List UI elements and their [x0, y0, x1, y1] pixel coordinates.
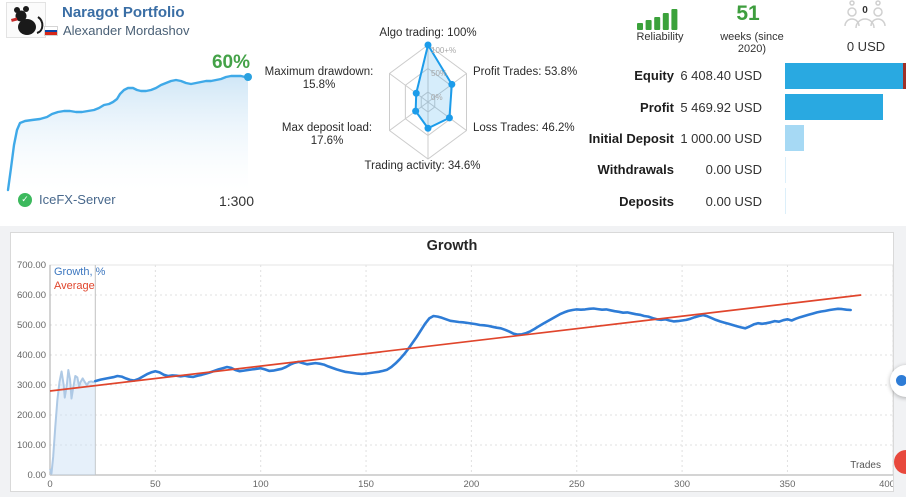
legend-average: Average: [54, 279, 95, 292]
stat-row-profit: Profit 5 469.92 USD: [560, 91, 906, 122]
stat-row-withdrawals: Withdrawals 0.00 USD: [560, 154, 906, 185]
stat-row-deposits: Deposits 0.00 USD: [560, 186, 906, 217]
profit-bar: [785, 94, 883, 121]
radar-chart: 100+% 50% 0%: [350, 38, 510, 173]
radar-label-loss-trades: Loss Trades: 46.2%: [473, 122, 575, 134]
svg-text:600.00: 600.00: [17, 290, 46, 301]
stat-label: Initial Deposit: [588, 130, 674, 146]
stat-row-initial-deposit: Initial Deposit 1 000.00 USD: [560, 123, 906, 154]
author-name[interactable]: Alexander Mordashov: [63, 23, 190, 38]
rat-avatar-image: [11, 6, 44, 35]
reliability-bars-icon: [637, 8, 681, 30]
verified-check-icon: ✓: [18, 192, 32, 207]
svg-text:300.00: 300.00: [17, 380, 46, 391]
stat-value: 5 469.92 USD: [680, 99, 762, 115]
signal-title[interactable]: Naragot Portfolio: [62, 4, 185, 21]
stat-label: Equity: [634, 68, 674, 84]
stat-value: 1 000.00 USD: [680, 130, 762, 146]
chart-legend: Growth, % Average: [54, 266, 105, 293]
equity-bar: [785, 62, 906, 89]
weeks-value: 51: [736, 2, 760, 25]
investors-amount: 0 USD: [846, 39, 886, 54]
growth-percent: 60%: [211, 52, 250, 73]
stat-label: Profit: [640, 99, 674, 115]
initial-deposit-bar: [785, 125, 804, 152]
radar-label-algo-trading: Algo trading: 100%: [379, 27, 477, 39]
server-name: IceFX-Server: [39, 192, 116, 207]
stat-value: 6 408.40 USD: [680, 68, 762, 84]
growth-sparkline: [0, 55, 262, 195]
svg-text:100: 100: [253, 479, 269, 490]
stat-row-equity: Equity 6 408.40 USD: [560, 60, 906, 91]
radar-label-maximum-drawdown: Maximum drawdown: 15.8%: [264, 66, 374, 91]
floating-alert-button[interactable]: [894, 450, 906, 474]
svg-text:150: 150: [358, 479, 374, 490]
svg-text:300: 300: [674, 479, 690, 490]
growth-section: Growth 0.00 100.00 200.00 300.00 400.00 500.0…: [0, 226, 906, 497]
legend-growth: Growth, %: [54, 266, 106, 278]
svg-text:200: 200: [463, 479, 479, 490]
server-row: ✓ IceFX-Server: [18, 192, 116, 207]
svg-text:250: 250: [569, 479, 585, 490]
svg-text:0: 0: [47, 479, 52, 490]
stat-label: Deposits: [619, 193, 674, 209]
svg-text:350: 350: [780, 479, 796, 490]
radar-label-max-deposit-load: Max deposit load: 17.6%: [281, 122, 373, 147]
svg-text:700.00: 700.00: [17, 260, 46, 271]
svg-text:200.00: 200.00: [17, 410, 46, 421]
svg-text:0: 0: [862, 5, 868, 16]
chart-title: Growth: [426, 238, 478, 254]
withdrawals-bar: [785, 156, 787, 183]
widget-icon: [896, 375, 906, 386]
growth-plot: 0.00 100.00 200.00 300.00 400.00 500.00 600.00…: [11, 233, 895, 491]
svg-text:400: 400: [879, 479, 893, 490]
svg-text:0%: 0%: [431, 93, 443, 102]
x-axis-title: Trades: [850, 460, 881, 471]
svg-text:50%: 50%: [431, 69, 447, 78]
svg-text:400.00: 400.00: [17, 350, 46, 361]
stat-value: 0.00 USD: [705, 162, 762, 178]
svg-text:100+%: 100+%: [431, 46, 456, 55]
svg-text:50: 50: [150, 479, 161, 490]
stat-label: Withdrawals: [597, 162, 674, 178]
leverage-value: 1:300: [218, 193, 254, 209]
floating-widget-button[interactable]: [890, 365, 906, 397]
svg-text:0.00: 0.00: [28, 470, 47, 481]
account-stats: Equity 6 408.40 USD Profit 5 469.92 USD …: [560, 60, 906, 217]
russia-flag-icon: [44, 26, 58, 36]
deposits-bar: [785, 188, 787, 215]
reliability-label: Reliability: [636, 31, 684, 43]
weeks-label: weeks (since 2020): [720, 31, 784, 55]
avatar[interactable]: [6, 2, 46, 38]
investors-icon: 0: [842, 0, 888, 34]
growth-chart-card: Growth 0.00 100.00 200.00 300.00 400.00 500.0…: [10, 232, 895, 492]
stat-value: 0.00 USD: [705, 193, 762, 209]
radar-label-profit-trades: Profit Trades: 53.8%: [473, 66, 578, 78]
svg-text:500.00: 500.00: [17, 320, 46, 331]
svg-text:100.00: 100.00: [17, 440, 46, 451]
radar-label-trading-activity: Trading activity: 34.6%: [364, 160, 481, 172]
